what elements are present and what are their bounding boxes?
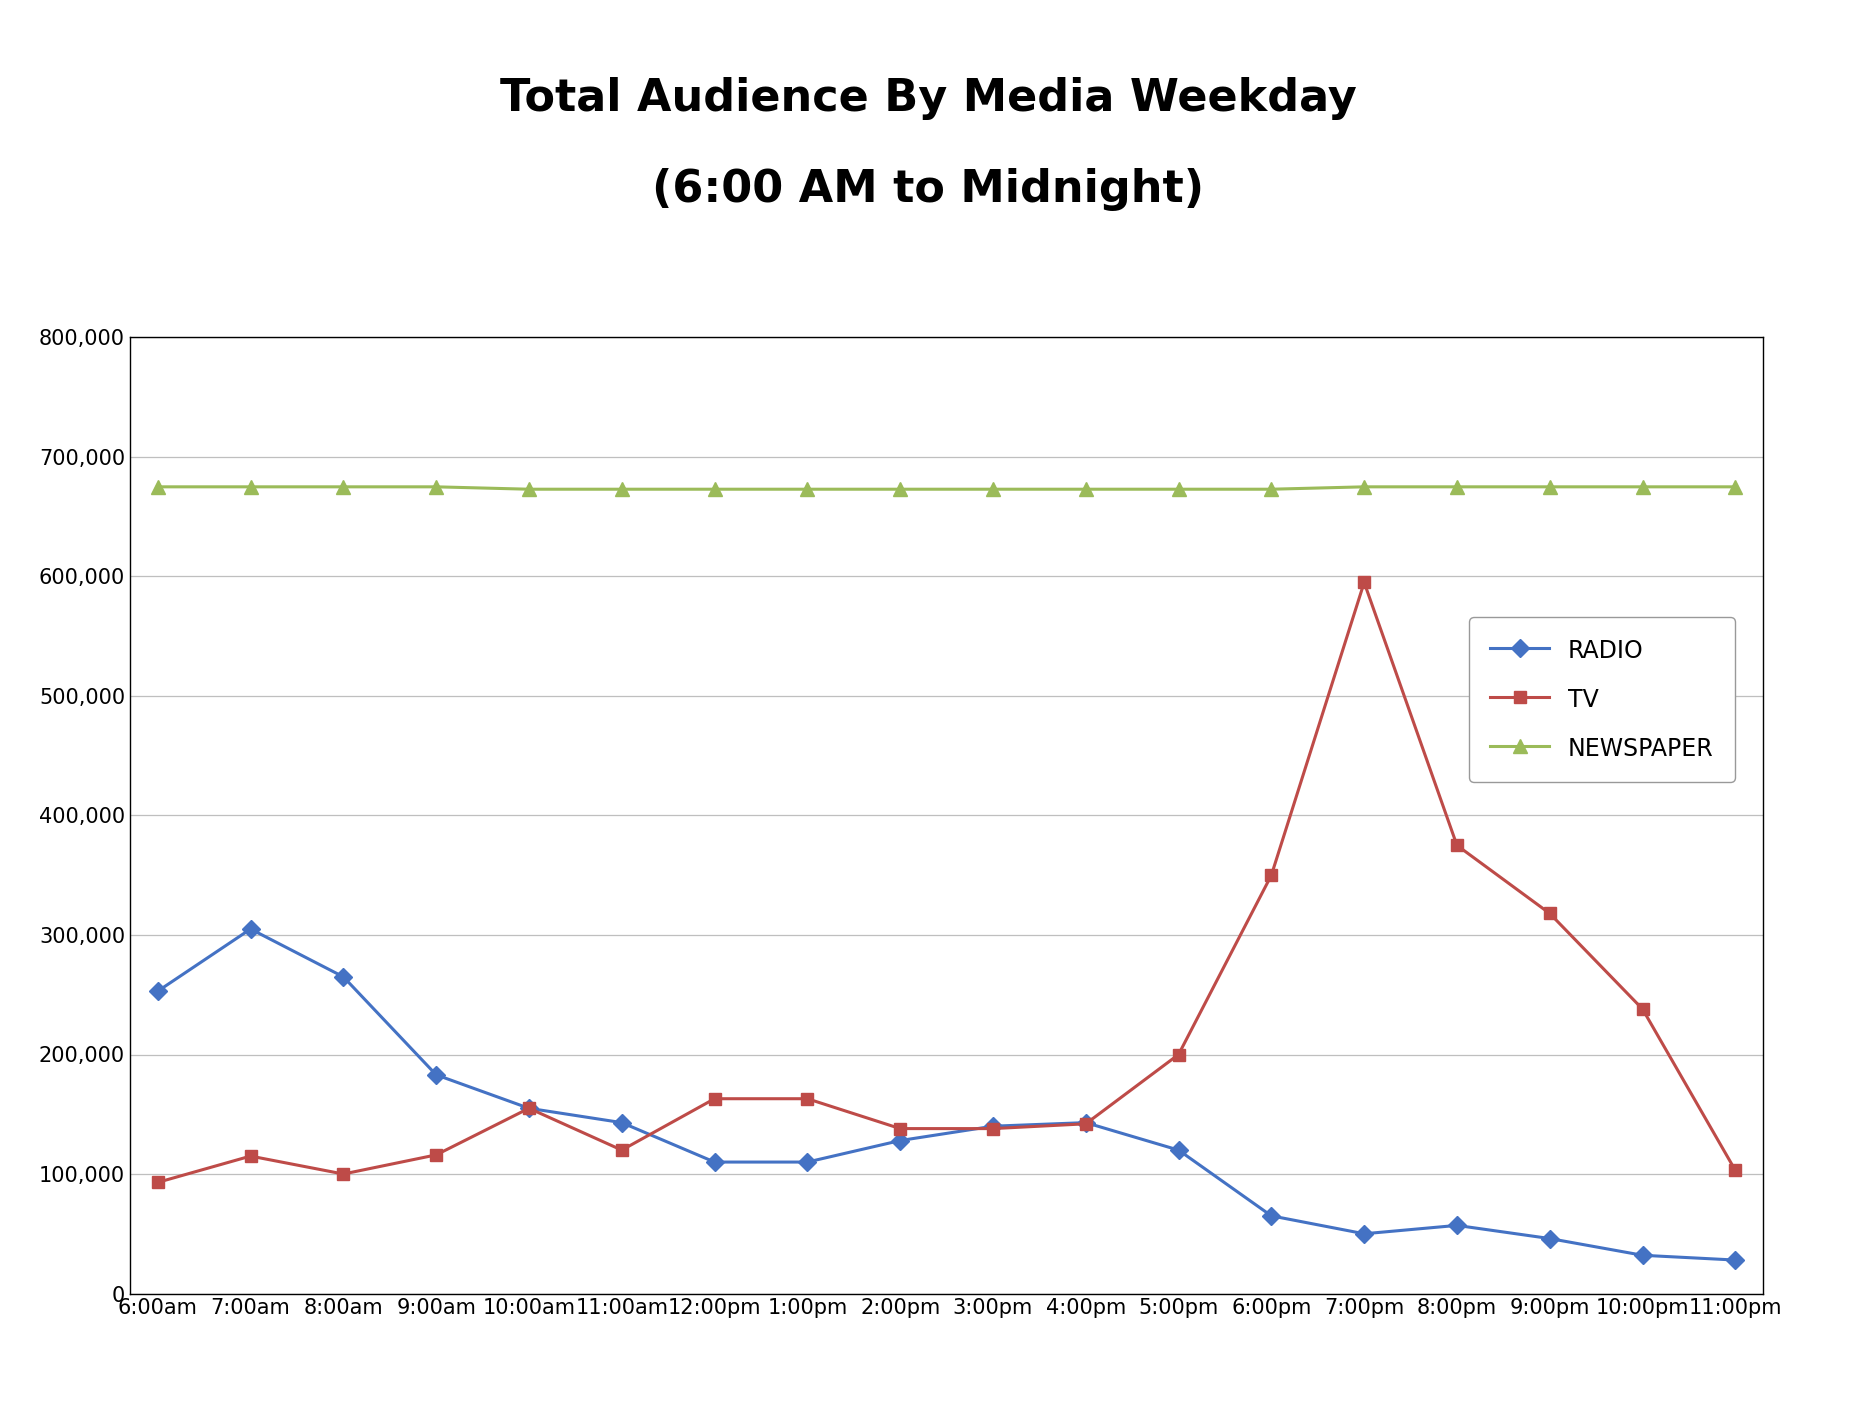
RADIO bbox=[796, 1153, 818, 1170]
RADIO bbox=[1352, 1225, 1375, 1243]
RADIO bbox=[1260, 1208, 1282, 1225]
RADIO bbox=[239, 921, 262, 938]
RADIO bbox=[1445, 1218, 1467, 1234]
RADIO bbox=[147, 983, 169, 1000]
NEWSPAPER bbox=[796, 481, 818, 498]
Text: Total Audience By Media Weekday: Total Audience By Media Weekday bbox=[499, 77, 1356, 120]
NEWSPAPER bbox=[518, 481, 540, 498]
TV bbox=[239, 1147, 262, 1164]
NEWSPAPER bbox=[1538, 478, 1560, 495]
TV bbox=[1445, 837, 1467, 853]
NEWSPAPER bbox=[889, 481, 911, 498]
Line: TV: TV bbox=[152, 576, 1740, 1188]
RADIO bbox=[425, 1066, 447, 1083]
NEWSPAPER bbox=[703, 481, 725, 498]
RADIO bbox=[981, 1118, 1004, 1135]
NEWSPAPER bbox=[1352, 478, 1375, 495]
RADIO bbox=[889, 1132, 911, 1149]
NEWSPAPER bbox=[1260, 481, 1282, 498]
RADIO bbox=[610, 1114, 633, 1130]
TV bbox=[703, 1090, 725, 1107]
NEWSPAPER bbox=[1445, 478, 1467, 495]
NEWSPAPER bbox=[1167, 481, 1189, 498]
TV bbox=[332, 1166, 354, 1182]
TV bbox=[147, 1174, 169, 1191]
TV bbox=[796, 1090, 818, 1107]
TV bbox=[425, 1146, 447, 1163]
TV bbox=[1260, 866, 1282, 884]
NEWSPAPER bbox=[1631, 478, 1653, 495]
NEWSPAPER bbox=[1723, 478, 1746, 495]
TV bbox=[1167, 1046, 1189, 1063]
Line: RADIO: RADIO bbox=[152, 922, 1740, 1267]
TV bbox=[1631, 1001, 1653, 1018]
TV bbox=[1723, 1161, 1746, 1178]
TV bbox=[518, 1099, 540, 1116]
RADIO bbox=[1631, 1247, 1653, 1264]
TV bbox=[889, 1121, 911, 1137]
NEWSPAPER bbox=[981, 481, 1004, 498]
TV bbox=[1352, 574, 1375, 591]
NEWSPAPER bbox=[239, 478, 262, 495]
RADIO bbox=[703, 1153, 725, 1170]
NEWSPAPER bbox=[610, 481, 633, 498]
TV bbox=[610, 1142, 633, 1159]
TV bbox=[1538, 905, 1560, 922]
NEWSPAPER bbox=[332, 478, 354, 495]
TV bbox=[1074, 1115, 1096, 1132]
RADIO bbox=[518, 1099, 540, 1116]
RADIO bbox=[1074, 1114, 1096, 1130]
Text: (6:00 AM to Midnight): (6:00 AM to Midnight) bbox=[651, 169, 1204, 211]
RADIO bbox=[1167, 1142, 1189, 1159]
RADIO bbox=[1723, 1251, 1746, 1268]
RADIO bbox=[332, 969, 354, 986]
Legend: RADIO, TV, NEWSPAPER: RADIO, TV, NEWSPAPER bbox=[1467, 617, 1734, 782]
Line: NEWSPAPER: NEWSPAPER bbox=[150, 479, 1742, 496]
NEWSPAPER bbox=[425, 478, 447, 495]
TV bbox=[981, 1121, 1004, 1137]
NEWSPAPER bbox=[1074, 481, 1096, 498]
NEWSPAPER bbox=[147, 478, 169, 495]
RADIO bbox=[1538, 1230, 1560, 1247]
